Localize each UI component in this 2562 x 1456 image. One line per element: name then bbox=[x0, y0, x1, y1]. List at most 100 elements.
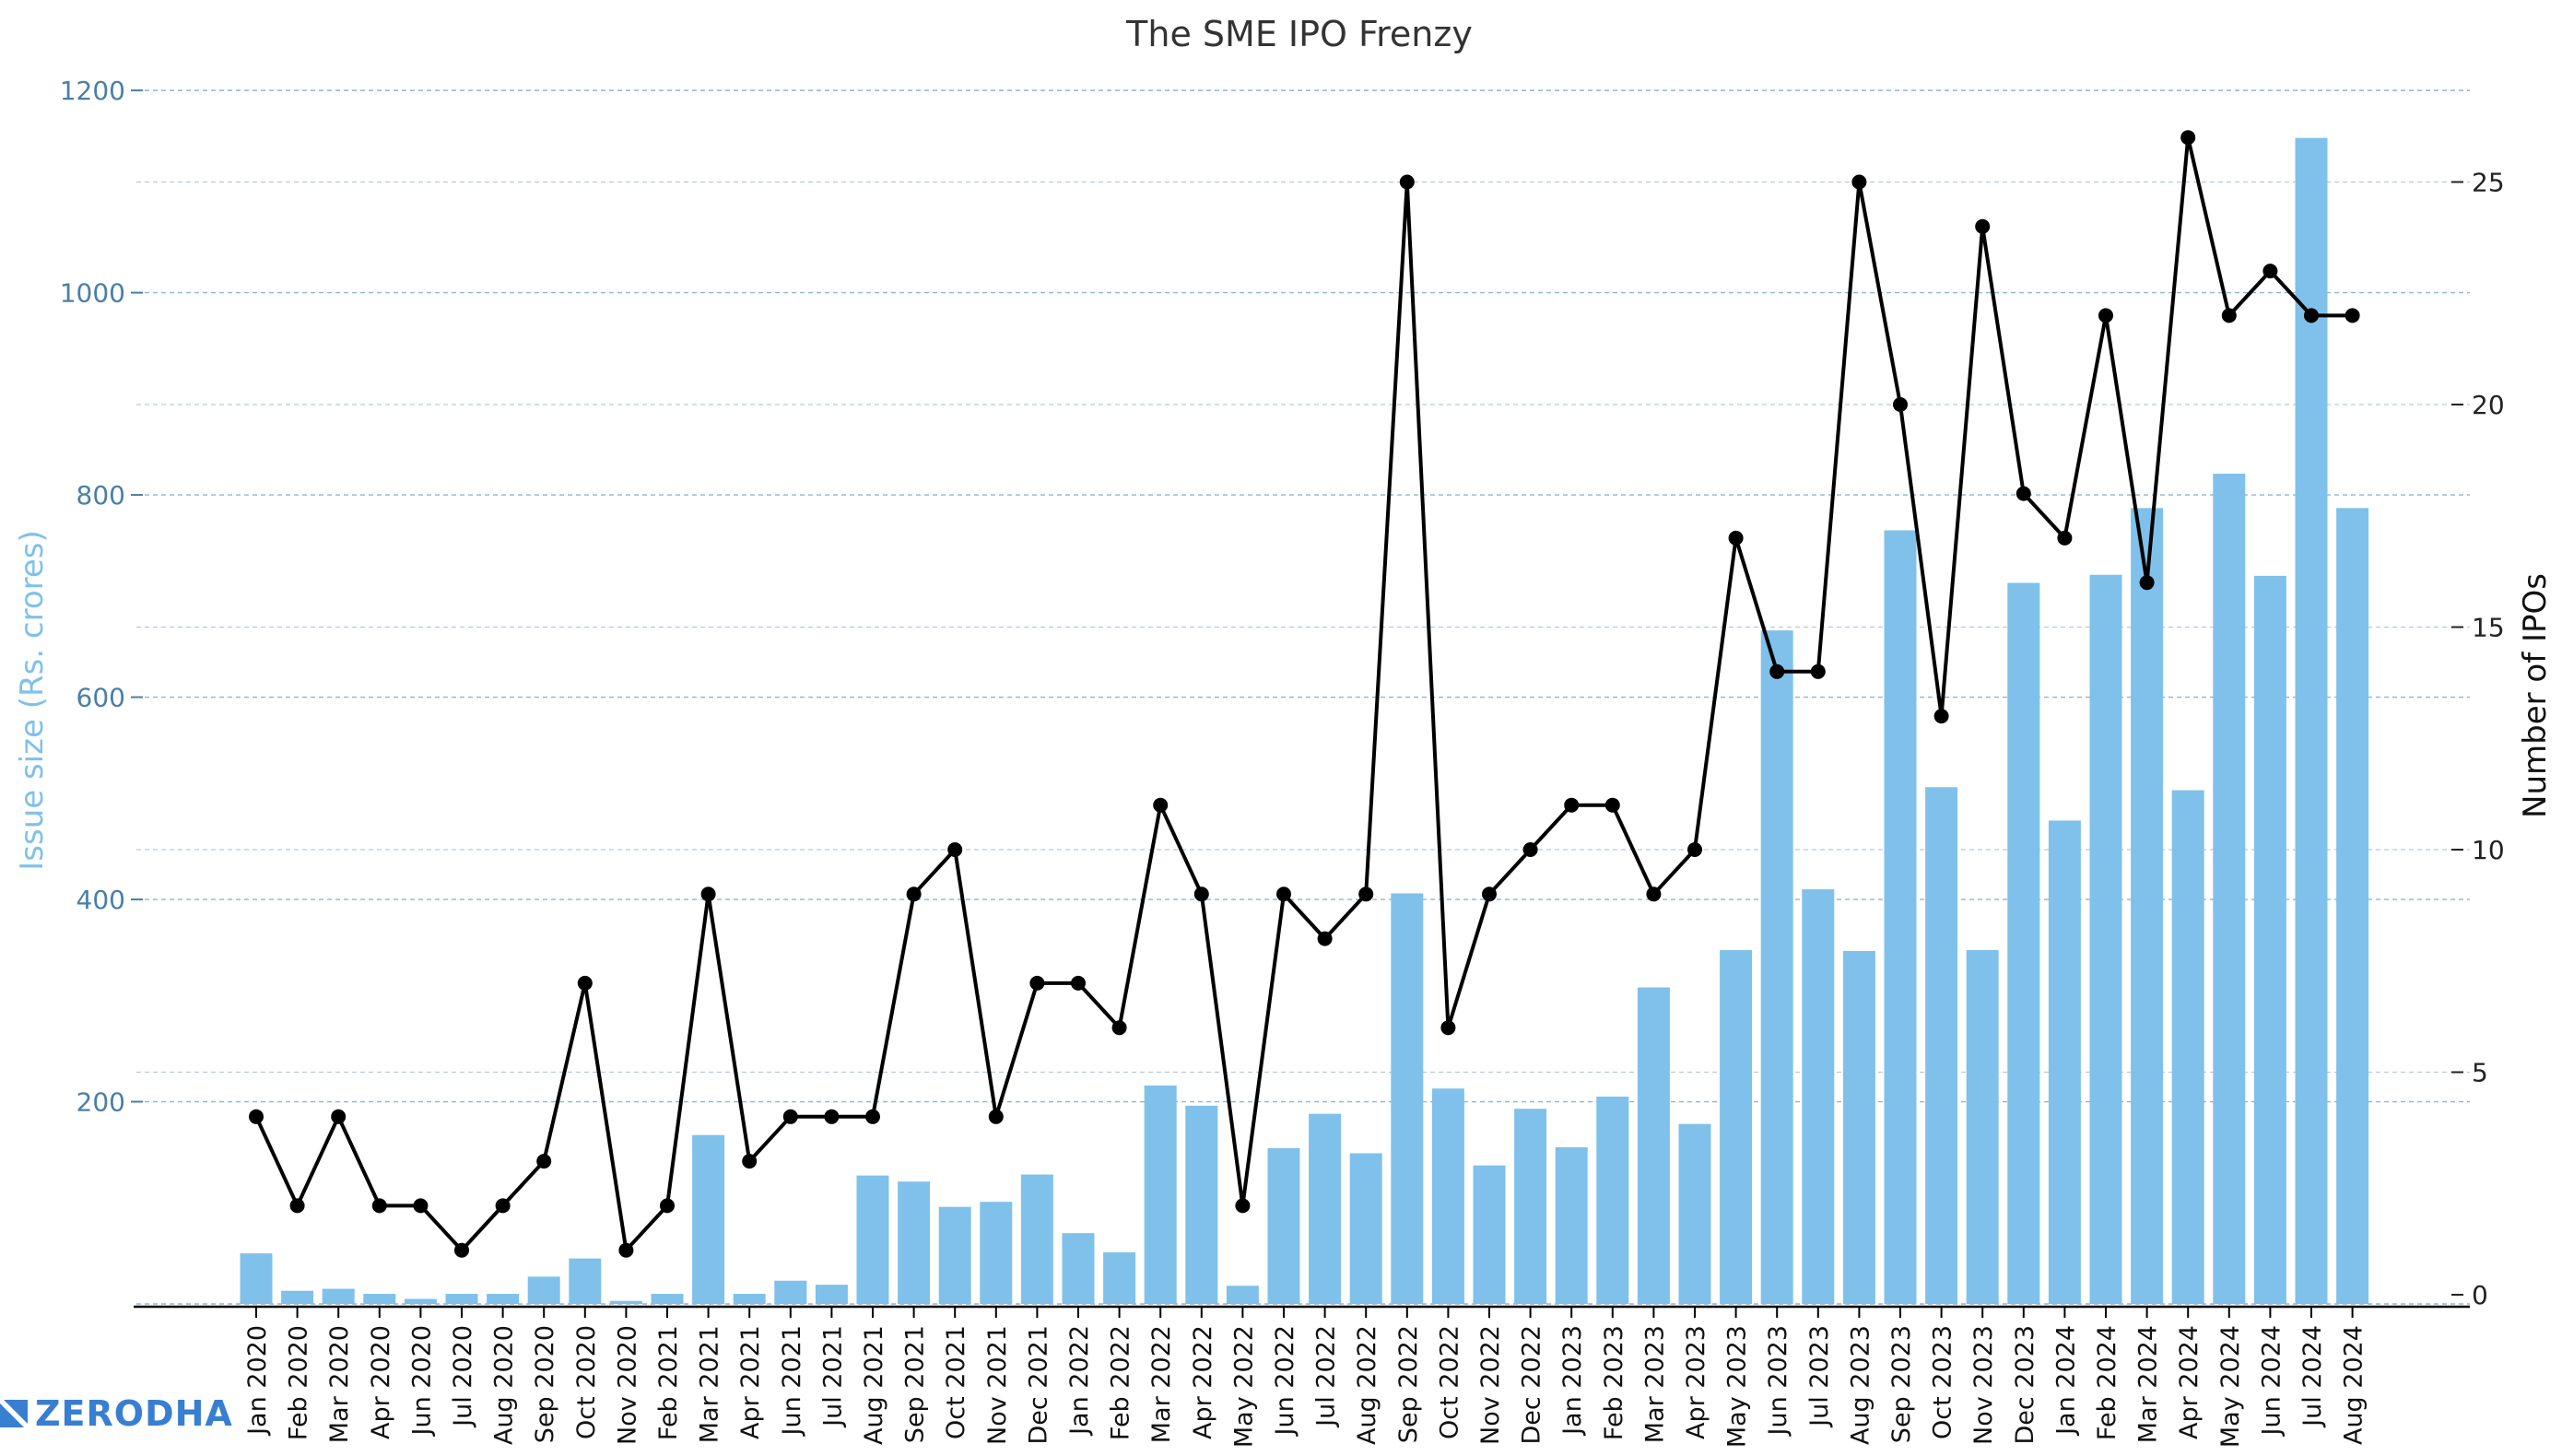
x-tick-label: Aug 2021 bbox=[860, 1325, 888, 1445]
bar bbox=[980, 1202, 1013, 1304]
line-point bbox=[618, 1242, 634, 1258]
bar bbox=[404, 1298, 437, 1304]
bar bbox=[1020, 1174, 1053, 1304]
left-axis-label: Issue size (Rs. crores) bbox=[14, 530, 51, 871]
line-point bbox=[1153, 797, 1169, 813]
line-point bbox=[1235, 1198, 1251, 1214]
x-tick-label: Jun 2024 bbox=[2257, 1325, 2286, 1437]
x-tick-label: Feb 2023 bbox=[1600, 1325, 1628, 1440]
line-point bbox=[1564, 797, 1580, 813]
x-tick-label: Jun 2022 bbox=[1271, 1325, 1299, 1437]
x-tick-label: Aug 2024 bbox=[2340, 1325, 2368, 1445]
x-tick-label: Jun 2021 bbox=[778, 1325, 806, 1437]
line-point bbox=[249, 1109, 264, 1124]
x-tick-label: Mar 2021 bbox=[696, 1325, 724, 1443]
right-axis-ticks: 0 5 10 15 20 25 bbox=[2451, 168, 2505, 1310]
line-point bbox=[577, 975, 593, 991]
bar bbox=[1637, 987, 1670, 1304]
x-tick-label: Jul 2021 bbox=[818, 1325, 847, 1428]
line-point bbox=[1851, 174, 1867, 190]
bar bbox=[692, 1134, 725, 1304]
x-tick-label: Jul 2022 bbox=[1312, 1325, 1341, 1428]
line-point bbox=[1893, 397, 1908, 412]
right-tick-label: 25 bbox=[2472, 168, 2505, 198]
x-tick-label: May 2024 bbox=[2216, 1325, 2245, 1448]
line-point bbox=[495, 1198, 511, 1214]
x-tick-label: Apr 2024 bbox=[2175, 1325, 2204, 1439]
left-tick-label: 800 bbox=[76, 480, 125, 511]
x-tick-label: Jan 2022 bbox=[1065, 1325, 1094, 1437]
line-point bbox=[1933, 709, 1949, 724]
bar bbox=[898, 1181, 931, 1304]
line-point bbox=[1276, 887, 1291, 902]
line-point bbox=[1522, 842, 1538, 857]
line-point bbox=[2304, 308, 2319, 323]
line-point bbox=[2262, 264, 2278, 279]
line-point bbox=[824, 1109, 840, 1124]
bar bbox=[1596, 1097, 1629, 1304]
line-point bbox=[1317, 931, 1333, 946]
line-point bbox=[1646, 887, 1662, 902]
bar bbox=[815, 1285, 848, 1304]
x-tick-label: Jan 2020 bbox=[243, 1325, 272, 1437]
bar bbox=[2089, 574, 2122, 1304]
bar bbox=[1473, 1165, 1506, 1304]
bar bbox=[363, 1294, 396, 1304]
x-tick-label: Nov 2020 bbox=[613, 1325, 641, 1445]
line-point bbox=[289, 1198, 305, 1214]
x-tick-label: Oct 2023 bbox=[1929, 1325, 1957, 1439]
bar bbox=[1185, 1105, 1218, 1304]
line-point bbox=[1029, 975, 1045, 991]
line-point bbox=[782, 1109, 798, 1124]
bar bbox=[2253, 575, 2286, 1304]
bar bbox=[2007, 582, 2040, 1304]
bar bbox=[651, 1294, 684, 1304]
x-tick-label: Apr 2022 bbox=[1189, 1325, 1217, 1439]
bar bbox=[1802, 889, 1835, 1304]
bar bbox=[1760, 630, 1793, 1304]
bar bbox=[2213, 474, 2246, 1304]
line-point bbox=[1440, 1020, 1456, 1036]
line-point bbox=[454, 1242, 469, 1258]
line-point bbox=[1687, 842, 1702, 857]
bar bbox=[569, 1258, 602, 1304]
x-tick-label: Mar 2022 bbox=[1147, 1325, 1176, 1443]
bar bbox=[1514, 1109, 1547, 1304]
right-tick-label: 0 bbox=[2472, 1280, 2488, 1310]
zerodha-logo-icon bbox=[0, 1400, 28, 1427]
line-point bbox=[2098, 308, 2113, 323]
bar bbox=[1391, 893, 1424, 1304]
x-tick-label: Oct 2022 bbox=[1435, 1325, 1463, 1439]
line-point bbox=[865, 1109, 880, 1124]
x-tick-label: Feb 2021 bbox=[654, 1325, 683, 1440]
bar bbox=[2171, 790, 2204, 1304]
bar bbox=[1925, 787, 1958, 1304]
left-axis-ticks: 200 400 600 800 1000 1200 bbox=[60, 76, 143, 1118]
x-tick-label: Feb 2024 bbox=[2093, 1325, 2121, 1440]
line-point bbox=[1193, 887, 1209, 902]
bar bbox=[1842, 951, 1875, 1304]
line-point bbox=[1358, 887, 1374, 902]
x-axis-ticks: Jan 2020 Feb 2020 Mar 2020 Apr 2020 Jun 2020… bbox=[243, 1307, 2368, 1448]
left-tick-label: 200 bbox=[76, 1087, 125, 1118]
x-tick-label: Feb 2020 bbox=[285, 1325, 313, 1440]
line-point bbox=[742, 1154, 758, 1169]
x-tick-label: Apr 2020 bbox=[367, 1325, 395, 1439]
bar bbox=[1267, 1148, 1300, 1304]
bar bbox=[774, 1280, 807, 1304]
bar bbox=[609, 1300, 642, 1304]
bar bbox=[1966, 949, 1999, 1304]
x-tick-label: Mar 2020 bbox=[325, 1325, 354, 1443]
right-tick-label: 15 bbox=[2472, 613, 2505, 643]
x-tick-label: Dec 2022 bbox=[1518, 1325, 1546, 1445]
bar bbox=[1884, 530, 1917, 1304]
left-tick-label: 400 bbox=[76, 885, 125, 915]
x-tick-label: Jan 2023 bbox=[1558, 1325, 1587, 1437]
gridlines bbox=[136, 89, 2470, 1305]
x-tick-label: Sep 2022 bbox=[1394, 1325, 1423, 1443]
right-tick-label: 20 bbox=[2472, 390, 2505, 420]
line-point bbox=[2345, 308, 2360, 323]
bar bbox=[445, 1294, 478, 1304]
line-point bbox=[2180, 130, 2196, 146]
line-point bbox=[660, 1198, 675, 1214]
